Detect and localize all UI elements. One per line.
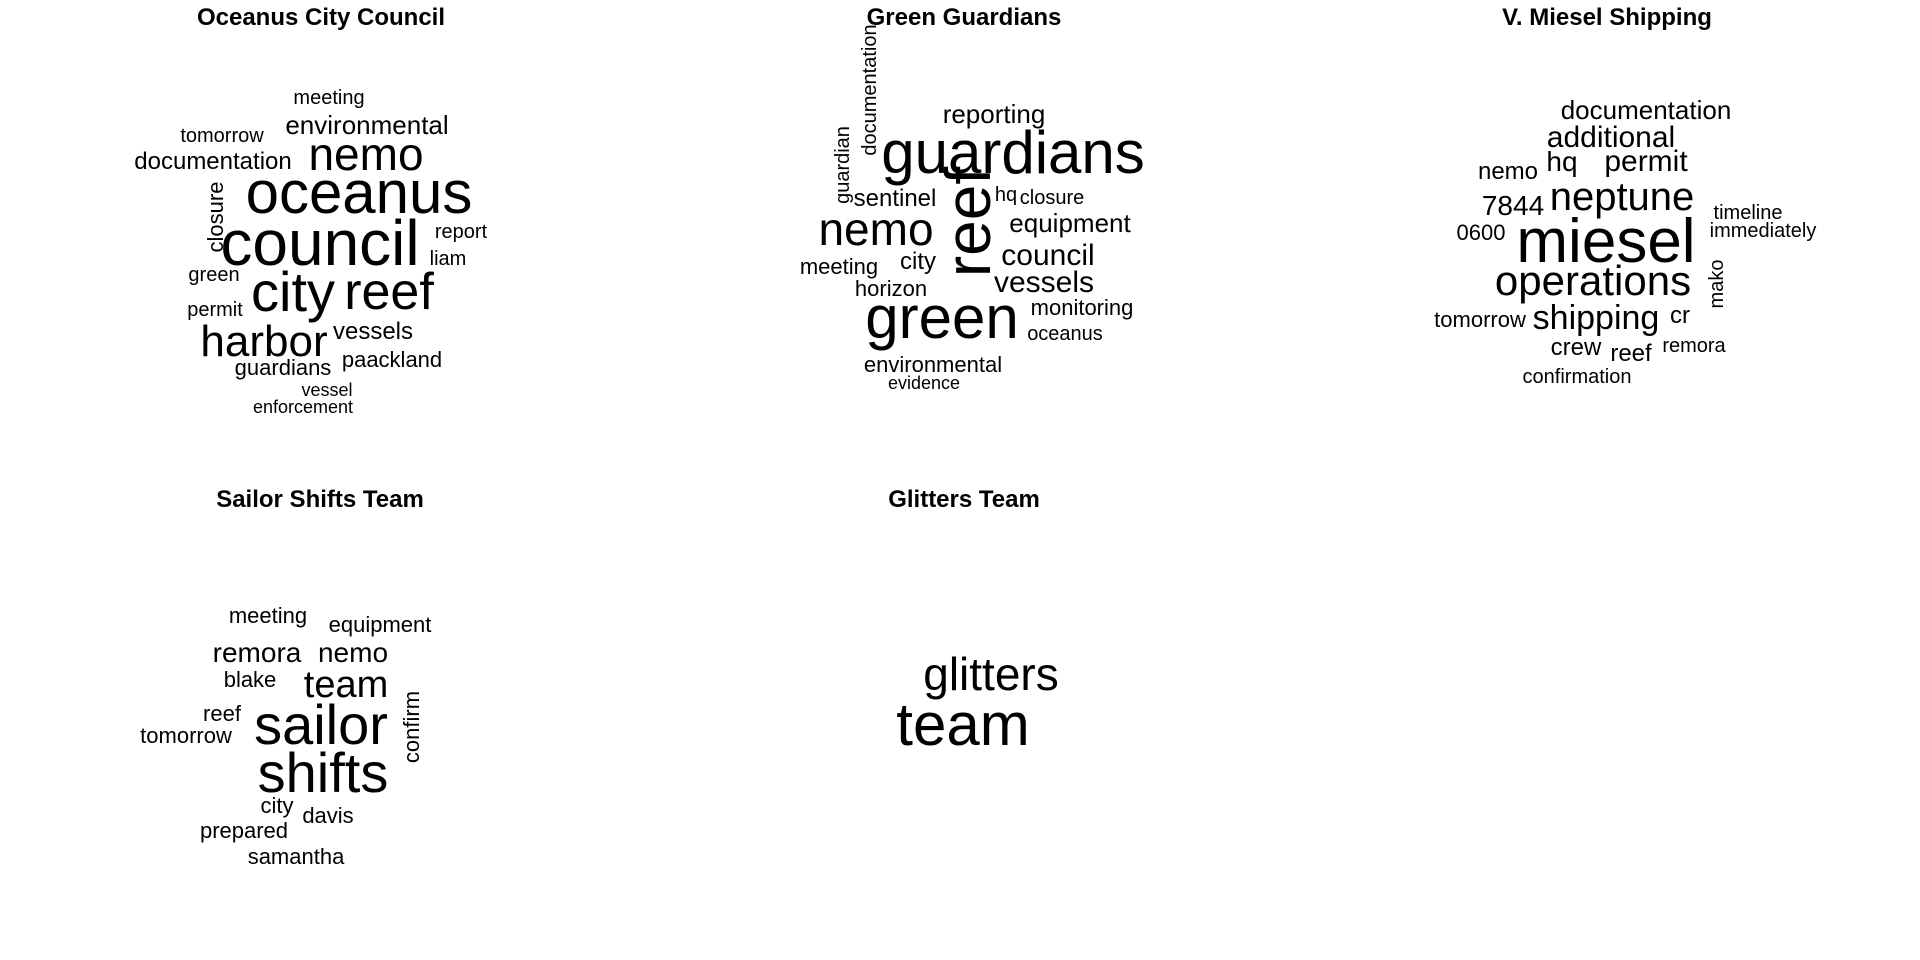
wordcloud-word: reef (932, 166, 1004, 278)
wordcloud-word: mako (1706, 259, 1728, 309)
wordcloud-word: hq (1546, 146, 1578, 177)
wordcloud-word: glitters (923, 648, 1059, 700)
wordcloud-word: green (188, 264, 240, 286)
wordcloud-word: davis (302, 803, 354, 828)
wordcloud-word: prepared (199, 818, 289, 843)
wordcloud-word: city (260, 793, 294, 818)
wordcloud-word: remora (212, 637, 302, 668)
wordcloud-word: samantha (247, 844, 345, 869)
wordcloud-word: blake (223, 667, 277, 692)
wordcloud-word: report (434, 221, 488, 243)
wordcloud-word: miesel (1516, 207, 1696, 276)
chart-title: Green Guardians (866, 4, 1062, 31)
wordcloud-word: environmental (863, 352, 1003, 377)
wordcloud-word: tomorrow (140, 723, 232, 748)
wordcloud-word: council (1001, 239, 1095, 272)
wordcloud-word: permit (187, 299, 243, 321)
wordcloud-word: meeting (799, 254, 879, 279)
wordcloud-word: crew (1550, 334, 1602, 361)
wordcloud-word: vessels (332, 318, 414, 345)
wordcloud-word: oceanus (1027, 323, 1103, 345)
wordcloud-word: monitoring (1030, 295, 1134, 320)
wordcloud-word: permit (1604, 145, 1688, 178)
wordcloud-word: shipping (1532, 299, 1660, 337)
wordcloud-word: additional (1546, 121, 1676, 154)
chart-title: V. Miesel Shipping (1502, 4, 1712, 31)
wordcloud-word: immediately (1709, 220, 1817, 242)
wordcloud-word: environmental (285, 110, 449, 140)
wordcloud-word: liam (429, 248, 467, 270)
wordcloud-word: guardians (234, 355, 332, 380)
wordcloud-word: equipment (1009, 208, 1131, 238)
wordcloud-word: operations (1494, 257, 1692, 304)
wordcloud-word: hq (994, 184, 1018, 206)
wordcloud-word: horizon (854, 276, 928, 301)
wordcloud-word: guardian (832, 126, 854, 204)
wordcloud-word: evidence (887, 373, 961, 393)
wordcloud-word: tomorrow (1434, 307, 1526, 332)
wordcloud-word: team (303, 664, 389, 706)
wordcloud-word: team (896, 691, 1030, 758)
wordcloud-word: nemo (1477, 158, 1539, 185)
wordcloud-word: equipment (328, 612, 432, 637)
wordcloud-word: documentation (134, 148, 292, 175)
wordcloud-word: timeline (1713, 202, 1783, 224)
wordcloud-word: reef (1610, 340, 1652, 367)
chart-title: Sailor Shifts Team (216, 486, 424, 513)
wordcloud-word: reef (203, 701, 241, 726)
chart-title: Glitters Team (888, 486, 1040, 513)
wordcloud-word: 7844 (1481, 190, 1545, 221)
wordcloud-word: sentinel (853, 185, 937, 212)
wordcloud-word: 0600 (1456, 220, 1506, 245)
wordcloud-word: oceanus (245, 159, 473, 226)
wordcloud-word: vessels (993, 266, 1095, 299)
wordcloud-word: closure (1019, 187, 1085, 209)
wordcloud-word: shifts (257, 741, 389, 804)
wordcloud-word: nemo (317, 637, 389, 668)
wordcloud-word: tomorrow (180, 125, 264, 147)
wordcloud-word: reef (344, 263, 434, 321)
wordcloud-word: confirmation (1522, 366, 1632, 388)
wordcloud-word: meeting (293, 87, 365, 109)
wordcloud-word: city (900, 248, 936, 275)
wordcloud-word: sailor (254, 693, 388, 756)
wordcloud-word: city (251, 260, 335, 323)
wordcloud-word: documentation (1560, 95, 1732, 125)
wordcloud-word: council (220, 207, 420, 279)
wordcloud-word: reporting (942, 99, 1046, 129)
wordcloud-word: harbor (200, 317, 328, 366)
wordcloud-word: meeting (228, 603, 308, 628)
wordcloud-word: cr (1670, 302, 1690, 329)
chart-title: Oceanus City Council (196, 4, 446, 31)
wordcloud-word: remora (1662, 335, 1726, 357)
wordcloud-word: closure (203, 181, 228, 253)
wordcloud-word: guardians (881, 119, 1145, 186)
wordcloud-word: paackland (341, 347, 443, 372)
wordcloud-word: green (865, 284, 1019, 351)
wordcloud-word: documentation (859, 24, 881, 156)
wordcloud-word: confirm (399, 690, 424, 764)
wordcloud-word: nemo (308, 128, 424, 180)
wordcloud-word: neptune (1549, 175, 1695, 219)
wordcloud-word: nemo (818, 203, 934, 255)
wordcloud-word: vessel (301, 380, 353, 400)
wordcloud-word: enforcement (252, 397, 354, 417)
